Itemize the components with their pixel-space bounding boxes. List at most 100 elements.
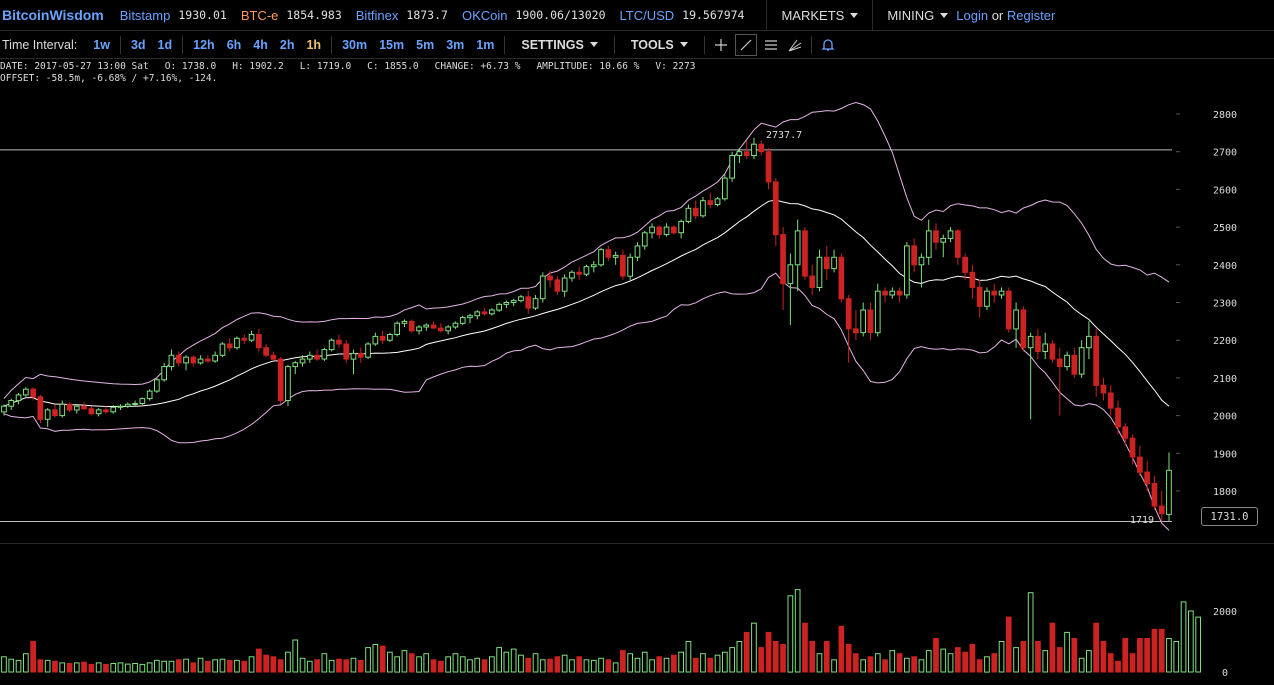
candle-body [474, 311, 481, 317]
volume-bar [1107, 653, 1114, 673]
register-link[interactable]: Register [1006, 7, 1056, 23]
volume-bar [328, 659, 335, 673]
candle-body [780, 234, 786, 285]
volume-bar [270, 656, 277, 673]
volume-bar [1166, 638, 1172, 673]
candle-body [933, 230, 939, 243]
candle-body [722, 177, 728, 200]
volume-bar [285, 651, 291, 673]
bell-icon[interactable] [818, 35, 838, 55]
volume-bar [736, 641, 743, 673]
bollinger-lower-band [3, 272, 1170, 531]
candle-body [510, 300, 517, 304]
volume-bar [30, 641, 36, 673]
interval-1w[interactable]: 1w [93, 37, 110, 52]
volume-bar [445, 656, 451, 673]
top-navigation-bar: BitcoinWisdom Bitstamp 1930.01 BTC-e 185… [0, 0, 1274, 31]
chevron-down-icon [679, 42, 688, 47]
fan-icon[interactable] [785, 35, 805, 55]
candle-body [8, 400, 15, 407]
candle-body [124, 403, 131, 407]
settings-dropdown[interactable]: SETTINGS [521, 38, 598, 52]
candle-body [234, 337, 240, 349]
candle-body [605, 249, 612, 258]
candle-body [809, 275, 816, 288]
ticker-ltcusd[interactable]: LTC/USD 19.567974 [620, 8, 745, 23]
candle-body [23, 388, 29, 396]
interval-4h[interactable]: 4h [253, 37, 268, 52]
interval-3m[interactable]: 3m [446, 37, 465, 52]
tools-dropdown[interactable]: TOOLS [631, 38, 688, 52]
interval-1h[interactable]: 1h [306, 37, 322, 52]
candle-body [256, 334, 262, 349]
volume-bar [81, 661, 87, 673]
info-high: H: 1902.2 [232, 61, 284, 72]
volume-bar [256, 648, 262, 673]
ticker-price: 1930.01 [178, 8, 227, 22]
candle-body [467, 315, 473, 319]
volume-bar [722, 651, 728, 673]
ticker-okcoin[interactable]: OKCoin 1900.06/13020 [462, 8, 606, 23]
candle-body [620, 254, 626, 277]
volume-bar [590, 659, 597, 673]
volume-bar [1078, 657, 1085, 673]
interval-30m[interactable]: 30m [342, 37, 368, 52]
divider [119, 35, 121, 54]
mining-dropdown[interactable]: MINING [887, 8, 949, 23]
interval-2h[interactable]: 2h [279, 37, 295, 52]
interval-6h[interactable]: 6h [226, 37, 242, 52]
candle-body [976, 286, 983, 307]
candle-body [81, 405, 87, 410]
candle-body [88, 408, 95, 415]
interval-1m[interactable]: 1m [476, 37, 495, 52]
interval-1d[interactable]: 1d [157, 37, 173, 52]
volume-bar [503, 651, 510, 673]
candle-body [168, 354, 175, 368]
interval-3d[interactable]: 3d [130, 37, 146, 52]
volume-bar [802, 622, 808, 673]
candle-body [882, 290, 888, 296]
interval-5m[interactable]: 5m [416, 37, 435, 52]
candle-body [372, 335, 379, 345]
ticker-price: 1854.983 [286, 8, 342, 22]
candle-body [146, 390, 153, 400]
volume-bar [1180, 601, 1187, 673]
volume-bar [634, 657, 641, 673]
volume-bar [663, 657, 670, 673]
volume-bar [37, 659, 44, 673]
brand-logo[interactable]: BitcoinWisdom [2, 7, 104, 23]
volume-bar [321, 653, 328, 673]
parallel-lines-icon[interactable] [761, 35, 781, 55]
volume-bar [955, 647, 961, 673]
markets-dropdown[interactable]: MARKETS [781, 8, 859, 23]
volume-bar [525, 657, 532, 673]
volume-bar [838, 625, 845, 673]
candle-body [394, 322, 400, 335]
volume-bar [110, 663, 117, 673]
login-link[interactable]: Login [956, 7, 989, 23]
line-icon[interactable] [734, 33, 757, 56]
candle-body [692, 207, 699, 217]
interval-15m[interactable]: 15m [379, 37, 405, 52]
candle-body [525, 296, 532, 309]
candle-body [853, 328, 859, 334]
ticker-bitstamp[interactable]: Bitstamp 1930.01 [120, 8, 227, 23]
volume-bar [656, 656, 663, 673]
candle-body [1086, 335, 1092, 349]
volume-bar [226, 659, 233, 673]
candle-body [1158, 505, 1165, 515]
candle-body [132, 403, 138, 405]
volume-bar [8, 658, 15, 673]
volume-bar [139, 663, 146, 673]
candle-body [30, 388, 36, 398]
price-chart[interactable]: 2800 2700 2600 2500 2400 2300 2200 2100 2000 1900… [0, 88, 1274, 685]
candle-body [1122, 426, 1129, 439]
volume-bar [66, 663, 73, 673]
ticker-bitfinex[interactable]: Bitfinex 1873.7 [356, 8, 448, 23]
crosshair-icon[interactable] [711, 35, 731, 55]
ticker-btce[interactable]: BTC-e 1854.983 [241, 8, 342, 23]
divider [810, 35, 812, 54]
candle-body [656, 226, 663, 236]
price-tick-label: 2500 [1213, 223, 1237, 234]
interval-12h[interactable]: 12h [193, 37, 215, 52]
